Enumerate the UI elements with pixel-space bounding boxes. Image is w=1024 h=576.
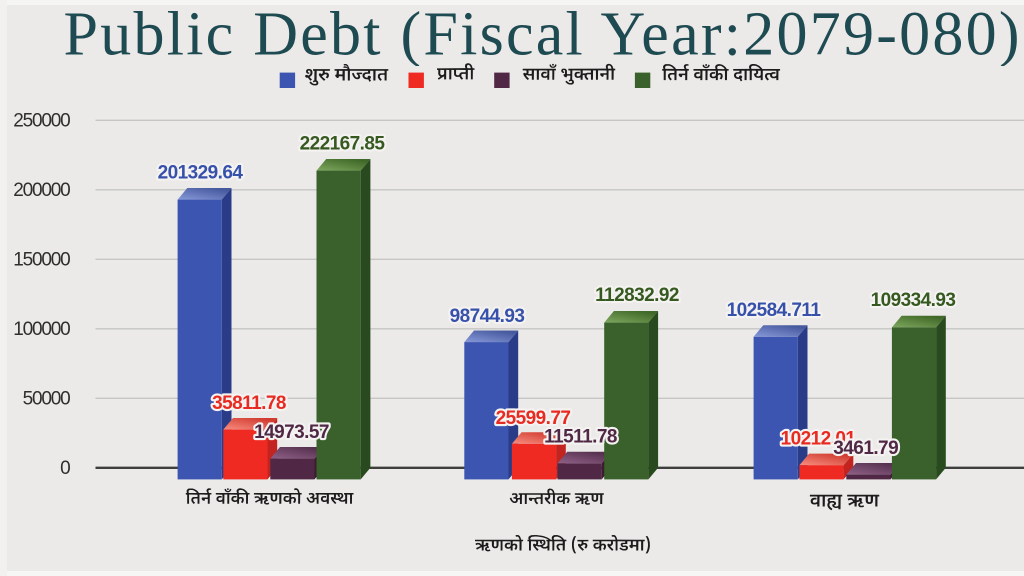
svg-text:112832.92: 112832.92 — [595, 285, 679, 306]
svg-text:109334.93: 109334.93 — [871, 290, 956, 311]
svg-text:50000: 50000 — [23, 389, 70, 410]
svg-text:35811.78: 35811.78 — [212, 393, 286, 414]
svg-text:150000: 150000 — [13, 250, 70, 271]
svg-text:222167.85: 222167.85 — [300, 133, 386, 154]
svg-text:0: 0 — [60, 458, 70, 479]
svg-text:11511.78: 11511.78 — [544, 426, 617, 447]
svg-text:10212.01: 10212.01 — [781, 428, 857, 449]
svg-text:102584.711: 102584.711 — [727, 300, 822, 321]
svg-text:3461.79: 3461.79 — [833, 438, 898, 459]
svg-text:25599.77: 25599.77 — [496, 408, 571, 429]
svg-text:Public Debt (Fiscal Year:2079-: Public Debt (Fiscal Year:2079-080) — [64, 1, 1020, 69]
svg-text:201329.64: 201329.64 — [158, 162, 244, 183]
svg-text:250000: 250000 — [13, 111, 70, 132]
svg-text:100000: 100000 — [13, 319, 70, 340]
svg-text:98744.93: 98744.93 — [450, 306, 525, 327]
svg-text:14973.57: 14973.57 — [254, 422, 329, 443]
svg-text:200000: 200000 — [13, 180, 70, 201]
